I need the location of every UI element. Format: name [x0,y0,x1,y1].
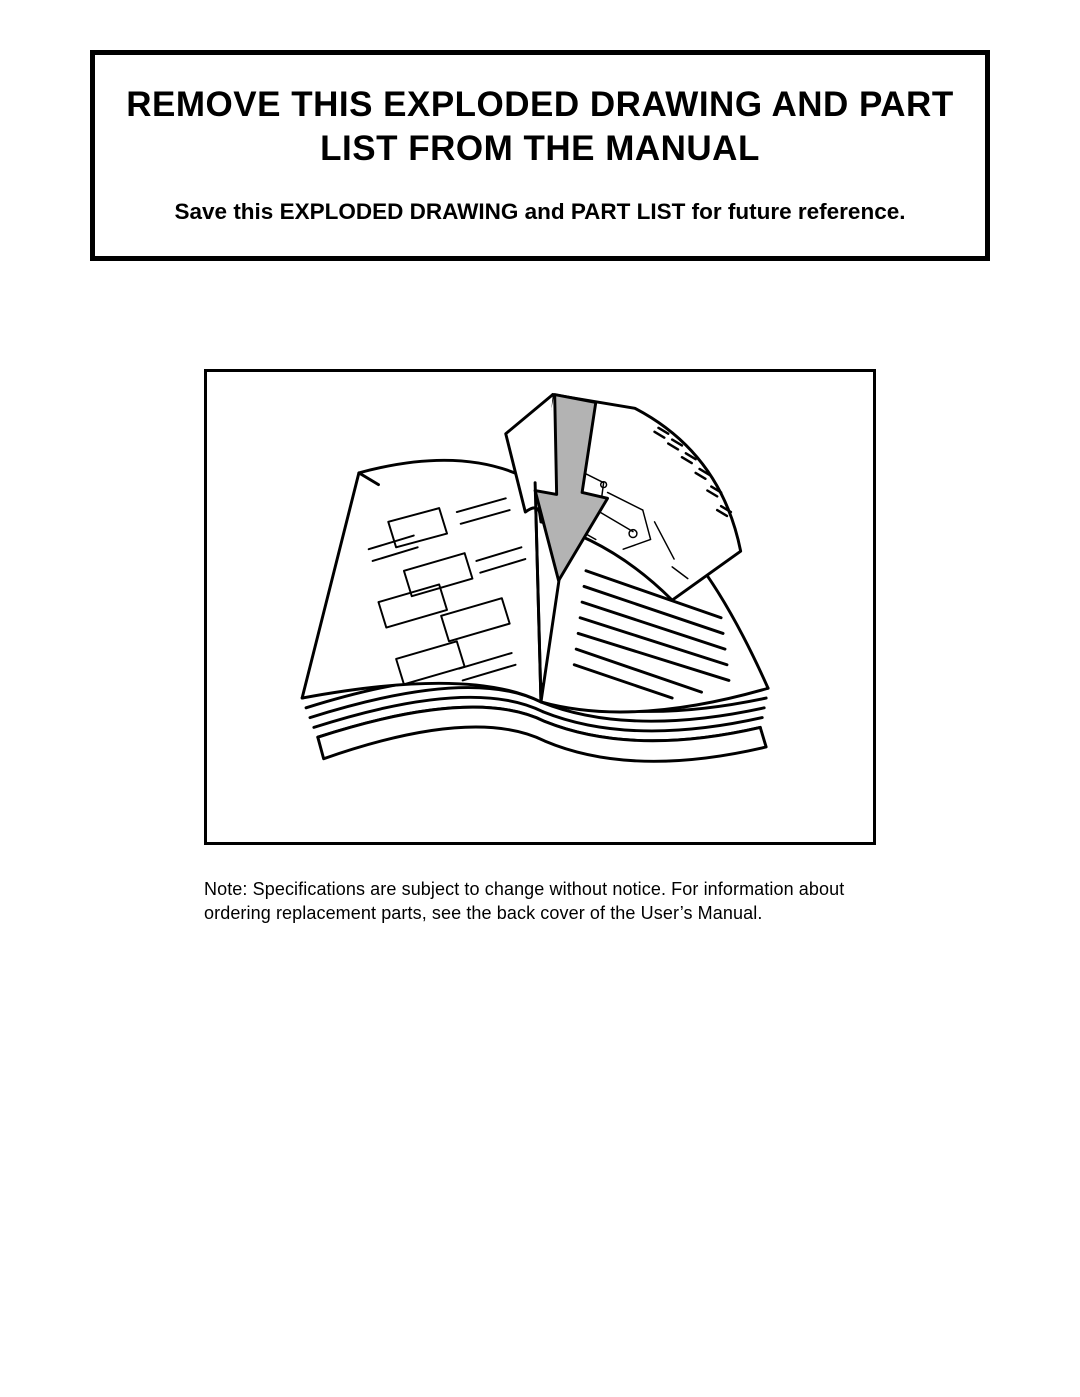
notice-title: REMOVE THIS EXPLODED DRAWING AND PART LI… [125,83,955,171]
document-page: REMOVE THIS EXPLODED DRAWING AND PART LI… [0,0,1080,1397]
manual-removal-illustration-icon [210,375,870,839]
illustration-frame [204,369,876,845]
footnote-text: Note: Specifications are subject to chan… [204,877,876,926]
notice-subtitle: Save this EXPLODED DRAWING and PART LIST… [125,197,955,226]
illustration-container: Note: Specifications are subject to chan… [204,369,876,926]
notice-box: REMOVE THIS EXPLODED DRAWING AND PART LI… [90,50,990,261]
